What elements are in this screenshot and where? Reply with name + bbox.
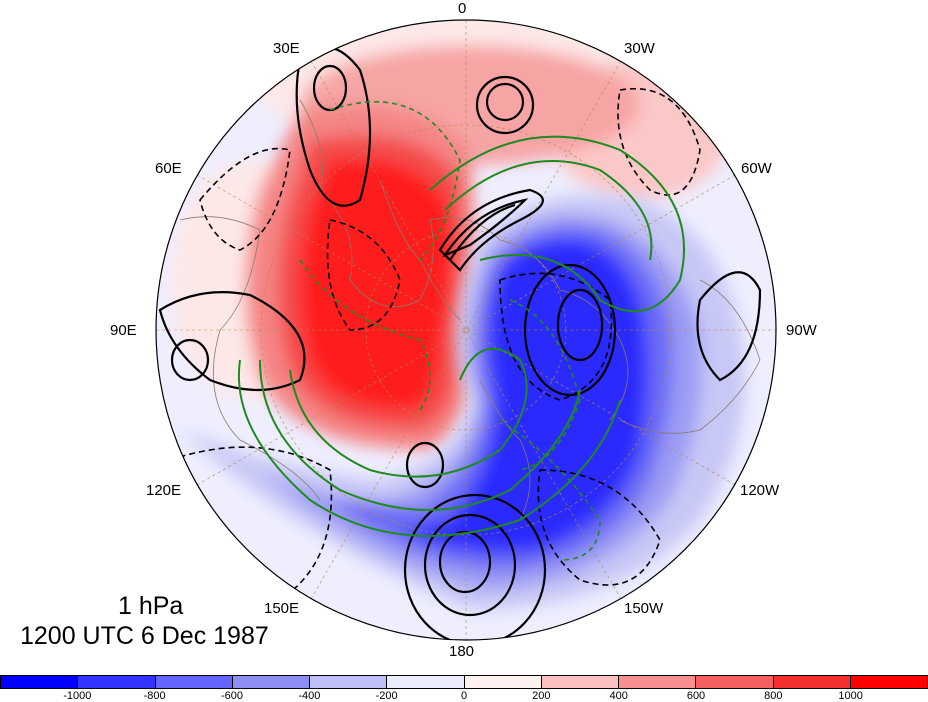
colorbar-tick-label: 600 <box>686 690 706 702</box>
colorbar-tick-label: -600 <box>220 690 244 702</box>
colorbar-tick-label: 1000 <box>838 690 863 702</box>
green-dashed-contours <box>299 101 601 561</box>
lon-label-180: 180 <box>449 643 475 660</box>
colorbar-box <box>78 676 156 688</box>
green-contours <box>237 135 685 537</box>
colorbar <box>0 675 928 689</box>
colorbar-box <box>696 676 774 688</box>
colorbar-box <box>387 676 465 688</box>
timestamp-title: 1200 UTC 6 Dec 1987 <box>20 622 269 650</box>
lon-label-30w: 30W <box>624 40 655 57</box>
lon-label-120w: 120W <box>740 482 780 499</box>
lon-label-90e: 90E <box>110 322 137 339</box>
colorbar-box <box>619 676 697 688</box>
colorbar-box <box>850 676 927 688</box>
colorbar-tick-label: 200 <box>532 690 551 702</box>
colorbar-tick-label: -400 <box>298 690 321 702</box>
lon-label-0: 0 <box>458 0 467 17</box>
pressure-level-title: 1 hPa <box>118 592 184 620</box>
colorbar-box <box>1 676 79 688</box>
colorbar-box <box>541 676 619 688</box>
lon-label-60w: 60W <box>741 160 772 177</box>
colorbar-box <box>464 676 542 688</box>
colorbar-tick-label: -200 <box>375 690 398 702</box>
lon-label-90w: 90W <box>786 322 817 339</box>
colorbar-tick-label: -1000 <box>63 690 92 702</box>
colorbar-tick-label: 400 <box>609 690 628 702</box>
colorbar-box <box>232 676 310 688</box>
colorbar-box <box>310 676 388 688</box>
lon-label-120e: 120E <box>146 482 182 499</box>
colorbar-box <box>773 676 851 688</box>
lon-label-150e: 150E <box>264 600 300 617</box>
colorbar-tick-label: 800 <box>764 690 783 702</box>
polar-map <box>155 19 777 641</box>
lon-label-150w: 150W <box>624 600 664 617</box>
colorbar-tick-label: -800 <box>143 690 166 702</box>
colorbar-box <box>155 676 233 688</box>
colorbar-tick-label: 0 <box>460 690 468 702</box>
lon-label-60e: 60E <box>155 160 182 177</box>
lon-label-30e: 30E <box>273 40 300 57</box>
